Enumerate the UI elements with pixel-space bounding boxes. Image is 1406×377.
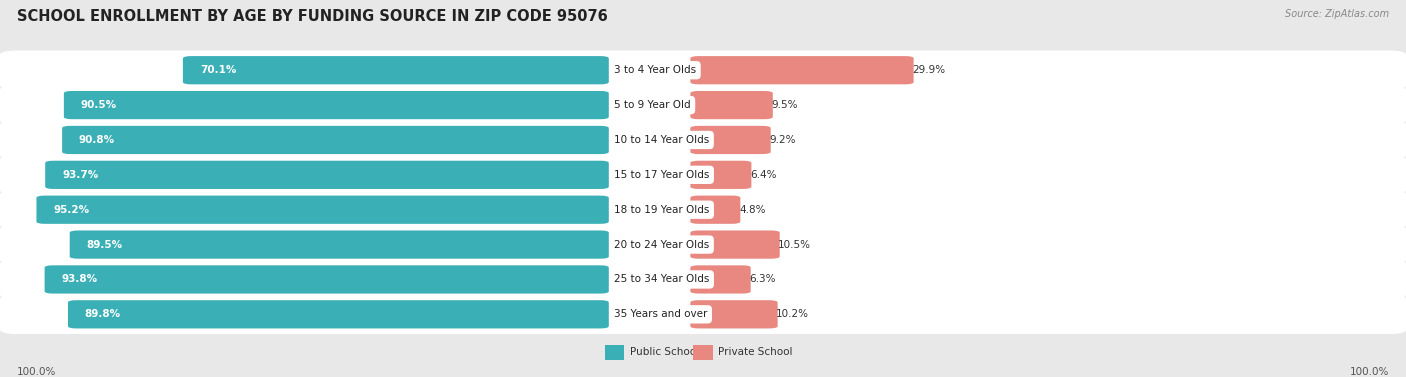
Text: SCHOOL ENROLLMENT BY AGE BY FUNDING SOURCE IN ZIP CODE 95076: SCHOOL ENROLLMENT BY AGE BY FUNDING SOUR… bbox=[17, 9, 607, 25]
Text: Public School: Public School bbox=[630, 347, 699, 357]
Text: 25 to 34 Year Olds: 25 to 34 Year Olds bbox=[614, 274, 710, 285]
Text: 9.5%: 9.5% bbox=[772, 100, 797, 110]
Text: Source: ZipAtlas.com: Source: ZipAtlas.com bbox=[1285, 9, 1389, 20]
Text: 4.8%: 4.8% bbox=[740, 205, 765, 215]
Text: 10.5%: 10.5% bbox=[779, 239, 811, 250]
Text: Private School: Private School bbox=[718, 347, 793, 357]
Text: 89.8%: 89.8% bbox=[84, 309, 121, 319]
Text: 70.1%: 70.1% bbox=[200, 65, 236, 75]
Text: 93.8%: 93.8% bbox=[62, 274, 97, 285]
Text: 90.5%: 90.5% bbox=[80, 100, 117, 110]
Text: 100.0%: 100.0% bbox=[1350, 368, 1389, 377]
Text: 29.9%: 29.9% bbox=[912, 65, 945, 75]
Text: 3 to 4 Year Olds: 3 to 4 Year Olds bbox=[614, 65, 696, 75]
Text: 89.5%: 89.5% bbox=[87, 239, 122, 250]
Text: 6.4%: 6.4% bbox=[749, 170, 776, 180]
Text: 100.0%: 100.0% bbox=[17, 368, 56, 377]
Text: 9.2%: 9.2% bbox=[769, 135, 796, 145]
Text: 18 to 19 Year Olds: 18 to 19 Year Olds bbox=[614, 205, 710, 215]
Text: 10.2%: 10.2% bbox=[776, 309, 810, 319]
Text: 10 to 14 Year Olds: 10 to 14 Year Olds bbox=[614, 135, 710, 145]
Text: 15 to 17 Year Olds: 15 to 17 Year Olds bbox=[614, 170, 710, 180]
Text: 90.8%: 90.8% bbox=[79, 135, 115, 145]
Text: 93.7%: 93.7% bbox=[62, 170, 98, 180]
Text: 35 Years and over: 35 Years and over bbox=[614, 309, 707, 319]
Text: 20 to 24 Year Olds: 20 to 24 Year Olds bbox=[614, 239, 710, 250]
Text: 5 to 9 Year Old: 5 to 9 Year Old bbox=[614, 100, 690, 110]
Text: 6.3%: 6.3% bbox=[749, 274, 776, 285]
Text: 95.2%: 95.2% bbox=[53, 205, 90, 215]
